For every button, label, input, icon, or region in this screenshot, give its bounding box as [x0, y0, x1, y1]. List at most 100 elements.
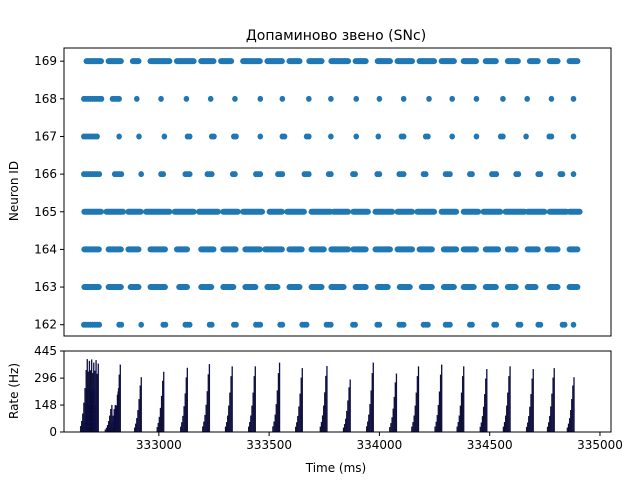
spike-burst-neuron-169: [264, 58, 285, 65]
spike-burst-neuron-164: [198, 246, 217, 253]
spike-neuron-167: [449, 133, 455, 140]
raster-axes-frame: [63, 47, 612, 337]
spike-neuron-166: [469, 171, 475, 178]
spike-burst-neuron-165: [308, 208, 334, 215]
rate-bar: [438, 391, 441, 433]
spike-burst-neuron-163: [460, 284, 477, 291]
spike-burst-neuron-165: [350, 208, 371, 215]
spike-neuron-167: [306, 133, 312, 140]
spike-burst-neuron-165: [480, 208, 504, 215]
spike-burst-neuron-163: [264, 284, 281, 291]
spike-burst-neuron-164: [220, 246, 239, 253]
spike-neuron-168: [570, 95, 577, 102]
spike-burst-neuron-165: [502, 208, 528, 215]
rate-bar: [567, 423, 570, 433]
rate-bar: [320, 421, 323, 433]
spike-burst-neuron-164: [566, 246, 581, 253]
spike-burst-neuron-163: [176, 284, 191, 291]
rate-bar: [254, 366, 256, 433]
spike-burst-neuron-165: [566, 208, 583, 215]
spike-neuron-166: [279, 171, 286, 178]
rate-bar: [88, 426, 91, 433]
spike-burst-neuron-169: [526, 58, 541, 65]
rate-bar: [277, 373, 280, 433]
spike-burst-neuron-165: [460, 208, 482, 215]
spike-neuron-162: [279, 321, 286, 328]
spike-neuron-162: [352, 321, 358, 328]
rate-bar: [568, 418, 571, 433]
spike-burst-neuron-165: [240, 208, 266, 215]
rate-bar: [136, 418, 138, 433]
rate-bar: [390, 423, 392, 433]
rate-bar: [208, 364, 211, 433]
rate-bar: [529, 406, 531, 433]
spike-burst-neuron-164: [286, 246, 305, 253]
spike-burst-neuron-165: [414, 208, 438, 215]
rate-axes-frame: [63, 350, 612, 433]
rate-bar: [95, 390, 97, 433]
rate-bar: [160, 395, 163, 433]
rate-bar: [367, 421, 369, 433]
spike-burst-neuron-165: [125, 208, 144, 215]
rate-bar: [231, 366, 233, 433]
spike-burst-neuron-164: [262, 246, 285, 253]
spike-burst-neuron-163: [286, 284, 303, 291]
rate-bar: [457, 422, 459, 433]
rate-bar: [342, 427, 345, 433]
spike-burst-neuron-165: [171, 208, 197, 215]
rate-bar: [90, 426, 93, 433]
rate-bar: [525, 426, 528, 433]
spike-burst-neuron-165: [546, 208, 570, 215]
rate-bar: [106, 425, 109, 433]
rate-bar: [204, 414, 206, 433]
rate-bar: [274, 414, 276, 433]
spike-neuron-167: [473, 133, 480, 140]
rate-plot: 0 148 296 445 333000 333500 334000 334500 335000: [34, 344, 623, 452]
rate-bar: [508, 376, 510, 433]
spike-neuron-167: [500, 133, 506, 140]
raster-ytick-label: 163: [34, 280, 57, 294]
spike-neuron-167: [400, 133, 407, 140]
rate-bar: [96, 373, 98, 433]
spike-neuron-162: [447, 321, 453, 328]
spike-burst-neuron-169: [504, 58, 521, 65]
rate-bar: [528, 416, 530, 433]
rate-bar: [503, 422, 506, 433]
rate-bar: [300, 377, 302, 433]
rate-bar: [275, 404, 277, 433]
rate-bar: [439, 374, 442, 433]
rate-bar: [137, 410, 139, 433]
rate-bar: [253, 376, 255, 433]
rate-bar: [84, 426, 86, 433]
rate-bar: [531, 378, 533, 433]
spike-neuron-166: [118, 171, 125, 178]
spike-neuron-166: [376, 171, 383, 178]
rate-bar: [105, 427, 108, 433]
spike-neuron-166: [138, 171, 144, 178]
rate-bar: [139, 385, 141, 433]
rate-bar: [551, 393, 553, 433]
rate-bar: [186, 367, 189, 433]
rate-bar: [484, 394, 486, 433]
spike-burst-neuron-163: [524, 284, 539, 291]
rate-bar: [552, 377, 554, 433]
spike-neuron-168: [279, 95, 286, 102]
raster-ylabel: Neuron ID: [7, 161, 21, 221]
spike-burst-neuron-165: [220, 208, 241, 215]
rate-bar: [86, 426, 88, 433]
spike-burst-neuron-163: [566, 284, 581, 291]
spike-neuron-167: [257, 133, 264, 140]
spike-neuron-167: [136, 133, 142, 140]
rate-bar: [298, 406, 300, 433]
rate-bar: [115, 415, 117, 433]
rate-xtick-label: 334000: [357, 438, 403, 452]
rate-bar: [140, 377, 142, 433]
rate-bar: [138, 399, 140, 433]
spike-burst-neuron-169: [129, 58, 142, 65]
spike-neuron-166: [257, 171, 264, 178]
rate-bar: [480, 422, 483, 433]
spike-burst-neuron-165: [524, 208, 548, 215]
spike-burst-neuron-164: [416, 246, 435, 253]
rate-bar: [206, 391, 208, 433]
spike-burst-neuron-163: [242, 284, 259, 291]
